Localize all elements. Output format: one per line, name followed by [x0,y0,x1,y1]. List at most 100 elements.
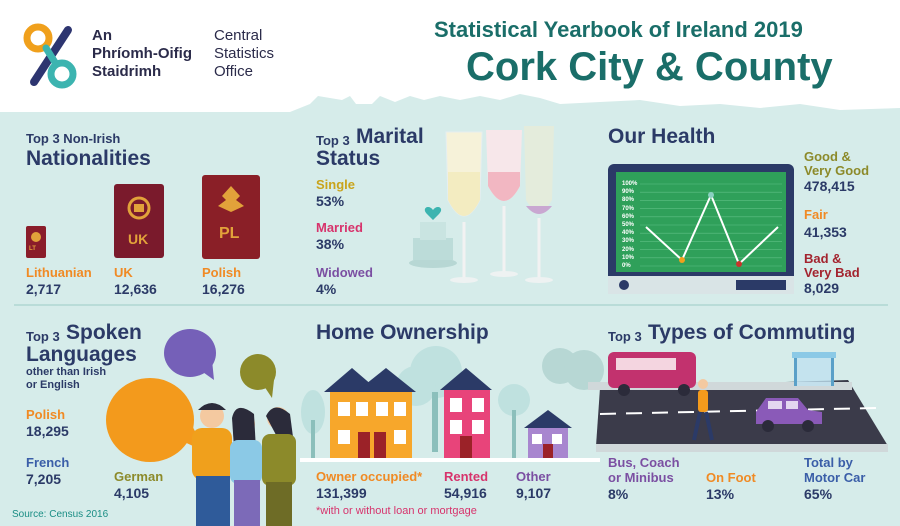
rented-label: Rented [444,469,489,484]
uk-label: UK [114,265,133,280]
bus-shelter-icon [792,352,836,386]
marital-title-2: Status [316,147,381,170]
health-ytick-label: 80% [622,197,635,204]
speech-bubble-icon [164,329,216,380]
polish-nat-label: Polish [202,265,242,280]
widowed-label: Widowed [316,265,373,280]
pedestrian-icon [692,379,714,441]
cso-logo-icon [23,23,77,89]
fair-value: 41,353 [804,224,847,240]
other-house-icon [524,410,572,460]
bus-label-1: Bus, Coach [608,455,680,470]
bus-icon [608,352,696,396]
polish-lang-value: 18,295 [26,423,69,439]
good-value: 478,415 [804,178,855,194]
foot-value: 13% [706,486,735,502]
marital-title-1: Marital [356,125,424,148]
pl-passport-text: PL [219,225,240,242]
logo-text-irish-1: An [92,27,112,44]
speech-bubble-icon [240,354,276,398]
other-value: 9,107 [516,485,552,501]
car-label-1: Total by [804,455,853,470]
car-value: 65% [804,486,833,502]
page-title: Statistical Yearbook of Ireland 2019 [434,17,803,42]
health-ytick-label: 70% [622,205,635,212]
good-label-1: Good & [804,149,851,164]
bus-value: 8% [608,486,629,502]
fair-point [679,257,685,263]
bad-point [736,261,742,267]
lithuanian-value: 2,717 [26,281,62,297]
logo-text-irish-2: Phríomh-Oifig [92,45,192,62]
languages-subtitle-2: or English [26,379,80,391]
logo-text-irish-3: Staidrimh [92,63,162,80]
french-value: 7,205 [26,471,62,487]
logo-text-english-2: Statistics [214,45,275,62]
health-ytick-label: 10% [622,254,635,261]
french-label: French [26,455,70,470]
page-subtitle: Cork City & County [466,45,833,89]
health-ytick-label: 50% [622,222,635,228]
languages-title-1: Spoken [66,321,142,344]
languages-title-small: Top 3 [26,329,60,344]
single-label: Single [316,177,356,192]
fair-label: Fair [804,207,828,222]
bad-value: 8,029 [804,280,840,296]
car-icon [756,398,822,432]
languages-subtitle-1: other than Irish [26,366,107,378]
other-label: Other [516,469,551,484]
foot-label: On Foot [706,470,756,485]
owner-house-icon [324,368,416,460]
health-ytick-label: 30% [622,238,635,245]
bus-label-2: or Minibus [608,470,674,485]
people-icon [192,403,296,526]
polish-nat-value: 16,276 [202,281,245,297]
polish-lang-label: Polish [26,407,66,422]
nationalities-title-small: Top 3 Non-Irish [26,131,121,146]
rented-value: 54,916 [444,485,487,501]
champagne-glass-icon [445,131,483,283]
german-value: 4,105 [114,485,150,501]
health-ytick-label: 20% [622,246,635,253]
wedding-cake-icon [409,207,457,268]
car-label-2: Motor Car [804,470,866,485]
single-value: 53% [316,193,345,209]
owner-value: 131,399 [316,485,367,501]
health-title: Our Health [608,125,716,148]
ground-line [300,458,600,462]
health-ytick-label: 100% [622,181,638,187]
home-title: Home Ownership [316,321,489,344]
health-chart-grid [640,183,782,267]
uk-value: 12,636 [114,281,157,297]
married-value: 38% [316,236,345,252]
good-point [708,192,714,198]
widowed-value: 4% [316,281,337,297]
polish-passport-icon [202,175,260,259]
marital-title-small: Top 3 [316,133,350,148]
bad-label-1: Bad & [804,251,842,266]
health-ytick-label: 40% [622,230,635,237]
health-ytick-label: 60% [622,213,635,220]
health-ytick-label: 0% [622,263,631,269]
logo-text-english-1: Central [214,27,263,44]
mortgage-note: *with or without loan or mortgage [316,505,477,517]
rented-house-icon [440,368,492,460]
champagne-glass-icon [524,126,554,283]
commuting-title-small: Top 3 [608,329,642,344]
health-ytick-label: 90% [622,189,635,196]
uk-passport-text: UK [128,231,149,247]
german-label: German [114,469,164,484]
languages-title-2: Languages [26,343,137,366]
nationalities-title: Nationalities [26,147,151,170]
road-icon [588,380,888,452]
tree-icon [301,346,604,460]
bad-label-2: Very Bad [804,265,860,280]
uk-passport-icon [114,184,164,258]
lithuanian-label: Lithuanian [26,265,92,280]
good-label-2: Very Good [804,163,870,178]
logo-text-english-3: Office [214,63,253,80]
health-monitor-icon [608,164,794,294]
married-label: Married [316,220,363,235]
commuting-title: Types of Commuting [648,321,856,344]
